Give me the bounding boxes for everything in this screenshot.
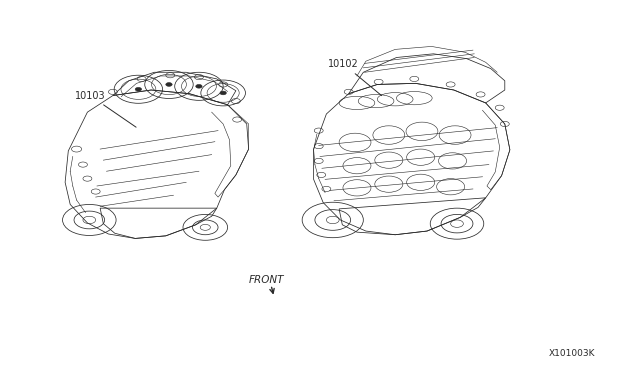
Circle shape [196, 84, 202, 88]
Text: 10102: 10102 [328, 59, 381, 96]
Text: 10103: 10103 [75, 90, 136, 127]
Circle shape [166, 83, 172, 86]
Text: X101003K: X101003K [548, 349, 595, 358]
Circle shape [220, 91, 227, 95]
Text: FRONT: FRONT [248, 275, 284, 285]
Circle shape [135, 87, 141, 91]
